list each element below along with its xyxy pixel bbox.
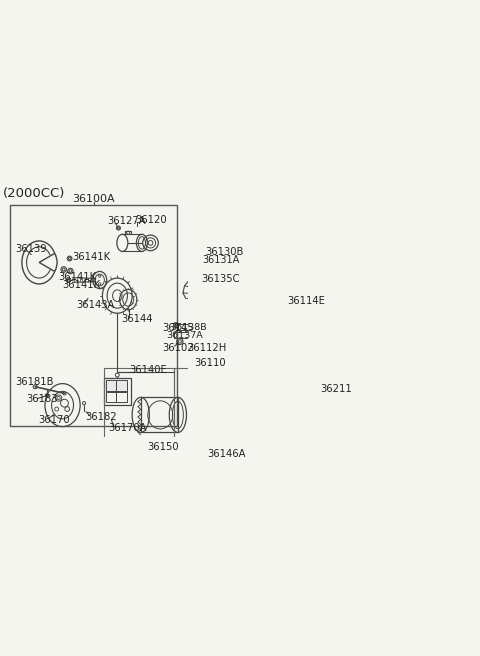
Text: 36140E: 36140E — [129, 365, 167, 375]
Text: 36181B: 36181B — [16, 377, 54, 387]
Bar — [104, 368, 174, 444]
Text: 36138B: 36138B — [170, 323, 206, 332]
Bar — [213, 290, 220, 337]
Text: 36146A: 36146A — [207, 449, 246, 459]
Text: 36182: 36182 — [85, 412, 117, 422]
Text: 36170: 36170 — [38, 415, 70, 424]
Text: 36144: 36144 — [121, 314, 153, 324]
Text: 36137A: 36137A — [166, 331, 203, 340]
Text: 36150: 36150 — [147, 442, 179, 452]
Text: 36145: 36145 — [163, 323, 194, 333]
Text: 36110: 36110 — [195, 358, 226, 368]
Circle shape — [311, 306, 314, 309]
Text: 36139: 36139 — [16, 244, 47, 254]
Text: 36170A: 36170A — [108, 423, 147, 433]
Wedge shape — [39, 253, 57, 272]
Bar — [339, 400, 345, 404]
Text: 36114E: 36114E — [288, 296, 325, 306]
Bar — [211, 258, 231, 263]
Bar — [116, 392, 127, 401]
Text: 36211: 36211 — [321, 384, 352, 394]
Text: 36130B: 36130B — [205, 247, 244, 257]
Text: 36183: 36183 — [26, 394, 58, 404]
Bar — [10, 205, 177, 426]
Bar — [209, 256, 233, 264]
Bar — [116, 380, 127, 391]
Text: 36127A: 36127A — [108, 216, 146, 226]
Text: 36100A: 36100A — [72, 194, 115, 204]
Bar — [178, 324, 198, 331]
Text: 36141K: 36141K — [62, 280, 100, 290]
Text: 36112H: 36112H — [187, 342, 226, 353]
Bar — [141, 398, 178, 432]
Text: (2000CC): (2000CC) — [3, 188, 65, 200]
Text: 36143A: 36143A — [76, 300, 115, 310]
Text: 36135C: 36135C — [202, 274, 240, 284]
Bar — [197, 412, 229, 441]
Text: 36141K: 36141K — [59, 272, 97, 282]
Bar — [174, 332, 194, 338]
Text: 36102: 36102 — [163, 342, 194, 353]
Text: 36141K: 36141K — [72, 252, 111, 262]
Ellipse shape — [211, 285, 222, 295]
Bar — [106, 380, 117, 391]
Ellipse shape — [211, 332, 222, 341]
Text: 36120: 36120 — [135, 215, 167, 225]
Text: 36131A: 36131A — [202, 255, 240, 265]
Bar — [210, 257, 232, 264]
Bar — [174, 368, 252, 444]
Bar — [106, 392, 117, 401]
Bar — [104, 378, 131, 405]
